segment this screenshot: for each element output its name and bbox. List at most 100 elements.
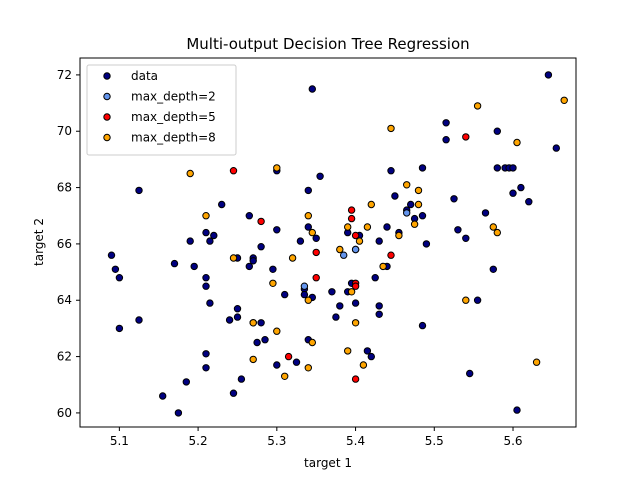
data-point [371,274,379,282]
x-axis-label: target 1 [304,456,352,470]
data-point [517,183,525,192]
data-point [202,350,210,358]
legend-marker [103,72,111,80]
data-point [186,237,194,245]
data-point [273,164,281,172]
data-point [462,133,470,141]
y-tick-label: 72 [57,68,72,82]
data-point [414,186,423,195]
data-point [304,186,312,195]
data-point [383,223,391,231]
data-point [225,316,234,324]
data-point [202,364,210,372]
data-point [269,265,277,273]
data-point [552,144,560,152]
data-point [308,85,316,93]
data-point [304,212,312,220]
data-point [107,251,116,259]
data-point [281,372,289,380]
data-point [489,223,497,231]
data-point [544,71,553,79]
data-point [418,212,427,220]
data-point [367,352,375,361]
data-point [493,127,501,135]
y-tick-label: 64 [57,293,72,307]
data-point [473,296,482,304]
data-point [111,265,120,273]
legend-label: max_depth=2 [131,90,216,104]
y-tick-label: 62 [57,350,72,364]
data-point [462,234,470,243]
data-point [387,251,395,259]
data-point [387,124,395,133]
data-point [450,195,458,203]
data-point [395,231,403,240]
data-point [387,167,395,175]
data-point [509,164,517,172]
data-point [493,164,501,172]
data-point [336,245,344,254]
data-point [355,237,364,245]
data-point [182,378,191,386]
data-point [442,119,450,127]
series-0 [107,71,560,417]
data-point [284,352,293,361]
chart-title: Multi-output Decision Tree Regression [186,35,469,53]
data-point [245,212,254,220]
data-point [249,355,257,364]
data-point [351,319,360,327]
data-point [288,254,297,262]
data-point [135,316,143,324]
data-point [115,324,124,333]
data-point [304,364,312,372]
x-tick-label: 5.6 [503,434,522,448]
data-point [273,327,281,335]
data-point [375,237,383,245]
data-point [410,220,419,228]
data-point [344,223,352,231]
legend-box [86,64,237,156]
data-point [336,302,344,310]
data-point [525,198,533,206]
x-tick-label: 5.2 [189,434,208,448]
data-point [159,392,167,400]
data-point [560,96,568,105]
x-tick-label: 5.3 [267,434,286,448]
data-point [249,319,257,327]
data-point [367,200,375,209]
data-point [418,321,427,330]
data-point [379,262,387,271]
data-point [418,164,427,172]
data-point [300,282,309,290]
legend-label: data [131,69,158,83]
data-point [261,336,269,344]
y-tick-label: 66 [57,237,72,251]
data-point [210,231,218,240]
data-point [206,237,214,245]
points-layer [107,71,568,417]
data-point [257,243,265,251]
data-point [218,200,226,209]
data-point [454,226,462,234]
legend: data max_depth=2 max_depth=5 max_depth=8 [86,64,237,156]
data-point [513,406,521,414]
data-point [202,274,210,282]
data-point [269,279,277,287]
plot-frame [79,57,577,428]
data-point [170,259,179,268]
data-point [351,375,360,383]
data-point [422,240,431,248]
data-point [273,361,281,369]
data-point [245,262,254,271]
data-point [186,169,194,178]
data-point [206,299,214,307]
y-axis-label: target 2 [32,218,46,266]
data-point [442,136,450,144]
data-point [347,214,356,223]
data-point [202,228,210,237]
data-point [403,209,411,217]
x-tick-label: 5.4 [346,434,365,448]
data-point [363,347,372,355]
data-point [229,254,238,262]
